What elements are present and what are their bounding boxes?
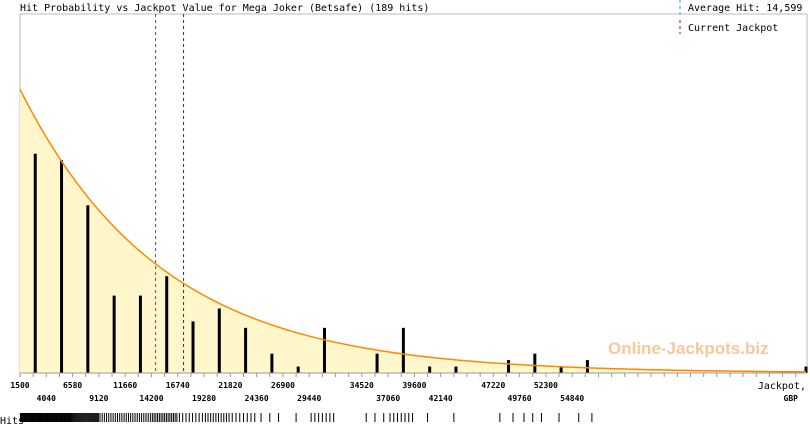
tick-label: 26900 [271,381,295,390]
bar [507,360,511,373]
hits-rug-label: Hits [0,416,24,425]
probability-area [20,89,807,373]
tick-label: 16740 [166,381,190,390]
tick-label: 29440 [297,394,321,403]
bar [401,327,405,373]
tick-label: 14200 [139,394,163,403]
tick-label: 11660 [113,381,137,390]
tick-label: 4040 [37,394,56,403]
tick-label: 6580 [63,381,82,390]
bar [454,366,458,373]
tick-label: 1500 [10,381,29,390]
bar [533,353,537,373]
probability-curve [19,88,806,373]
watermark: Online-Jackpots.biz [608,339,769,358]
bar [585,360,589,373]
bar [270,353,274,373]
x-axis-unit: GBP [784,394,799,403]
tick-label: 54840 [560,394,584,403]
bar [296,366,300,373]
tick-label: 24360 [245,394,269,403]
tick-label: 39600 [402,381,426,390]
tick-label: 52300 [534,381,558,390]
bar [804,366,808,373]
bar [191,321,195,373]
tick-label: 21820 [218,381,242,390]
tick-label: 34520 [350,381,374,390]
bar [138,295,142,373]
tick-label: 49760 [508,394,532,403]
x-axis-label: Jackpot, [758,381,806,392]
tick-label: 42140 [429,394,453,403]
bar [86,205,90,373]
bar [112,295,116,373]
tick-label: 9120 [89,394,108,403]
legend-average: Average Hit: 14,599 [688,3,802,14]
bar [217,308,221,373]
bar [244,327,248,373]
bar [559,366,563,373]
tick-label: 19280 [192,394,216,403]
bar [428,366,432,373]
bar [60,160,64,373]
bar [33,153,37,373]
legend-current: Current Jackpot [688,23,778,34]
bar [165,276,169,373]
bar [375,353,379,373]
tick-label: 47220 [481,381,505,390]
tick-label: 37060 [376,394,400,403]
chart-title: Hit Probability vs Jackpot Value for Meg… [20,3,429,14]
bar [322,327,326,373]
